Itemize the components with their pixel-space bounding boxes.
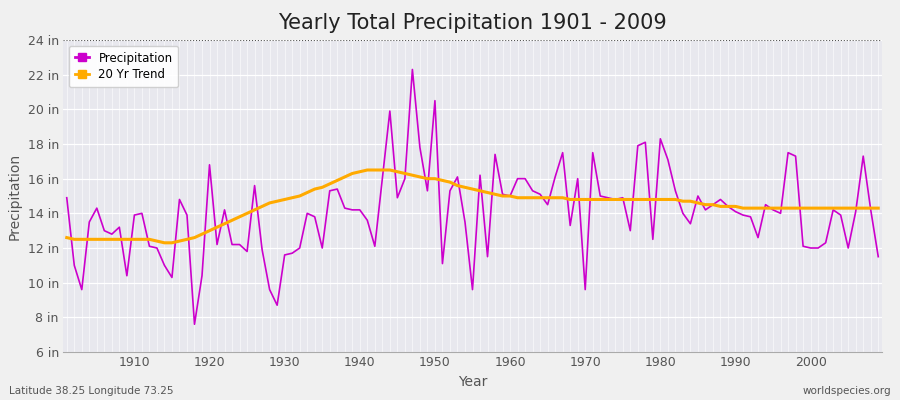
X-axis label: Year: Year: [458, 375, 487, 389]
Text: Latitude 38.25 Longitude 73.25: Latitude 38.25 Longitude 73.25: [9, 386, 174, 396]
Legend: Precipitation, 20 Yr Trend: Precipitation, 20 Yr Trend: [69, 46, 178, 87]
Y-axis label: Precipitation: Precipitation: [8, 152, 22, 240]
Title: Yearly Total Precipitation 1901 - 2009: Yearly Total Precipitation 1901 - 2009: [278, 13, 667, 33]
Text: worldspecies.org: worldspecies.org: [803, 386, 891, 396]
